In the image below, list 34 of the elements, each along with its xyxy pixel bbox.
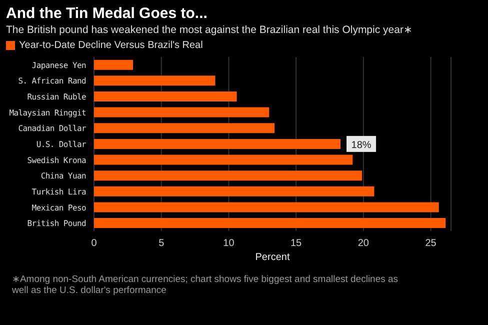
legend-label: Year-to-Date Decline Versus Brazil's Real <box>18 40 203 51</box>
y-tick-label: S. African Rand <box>18 76 86 86</box>
chart-subtitle: The British pound has weakened the most against the Brazilian real this Olympic year∗ <box>5 23 414 38</box>
x-tick-label: 0 <box>91 238 98 250</box>
x-tick-label: 20 <box>358 238 370 250</box>
bar <box>94 60 134 70</box>
y-tick-label: U.S. Dollar <box>36 140 86 149</box>
y-tick-label: Russian Ruble <box>27 92 86 102</box>
data-label: 18% <box>351 140 372 151</box>
y-tick-label: British Pound <box>27 219 86 228</box>
x-tick-label: 5 <box>158 238 165 250</box>
bar <box>94 91 237 102</box>
y-tick-label: Malaysian Ringgit <box>9 108 86 118</box>
text: ∗Among non-South American currencies; chart shows five biggest and smallest declines as well as the U.S. dollar's performance <box>12 274 400 297</box>
y-tick-label: China Yuan <box>40 172 86 181</box>
y-tick-label: Japanese Yen <box>32 60 86 70</box>
y-tick-label: Swedish Krona <box>27 156 86 165</box>
bar <box>94 123 275 134</box>
x-axis-title: Percent <box>255 252 290 263</box>
bar <box>94 218 446 228</box>
y-tick-label: Turkish Lira <box>32 187 86 196</box>
bar <box>94 170 362 181</box>
bar <box>94 202 439 212</box>
y-tick-label: Canadian Dollar <box>18 124 86 134</box>
bar <box>94 107 270 118</box>
bar <box>94 138 341 149</box>
chart-title: And the Tin Medal Goes to... <box>5 4 208 22</box>
x-tick-label: 10 <box>223 238 235 250</box>
x-tick-label: 25 <box>425 238 437 250</box>
bar <box>94 76 216 86</box>
x-tick-label: 15 <box>290 238 302 250</box>
bar <box>94 154 353 165</box>
bar <box>94 186 374 196</box>
y-tick-label: Mexican Peso <box>32 203 86 212</box>
